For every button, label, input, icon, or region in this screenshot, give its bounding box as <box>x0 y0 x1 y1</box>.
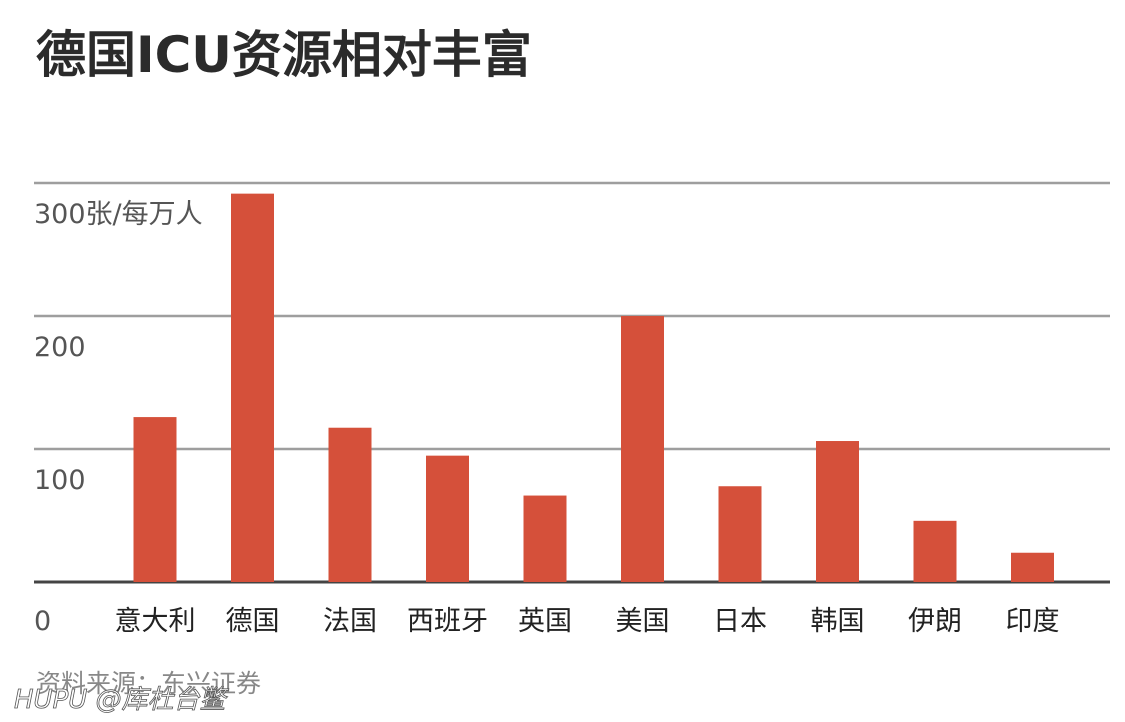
y-tick-label: 300张/每万人 <box>34 199 203 230</box>
bar-伊朗 <box>913 520 957 582</box>
y-tick-label: 200 <box>34 332 86 363</box>
bar-韩国 <box>816 441 859 582</box>
x-tick-label: 西班牙 <box>407 606 488 637</box>
source-note: 资料来源：东兴证券 <box>36 669 261 698</box>
bar-西班牙 <box>426 455 469 582</box>
x-tick-label: 印度 <box>1006 606 1060 637</box>
x-tick-label: 法国 <box>323 606 377 637</box>
y-tick-labels: 300张/每万人 200 100 0 <box>34 199 203 637</box>
bars <box>133 193 1054 582</box>
bar-法国 <box>328 427 372 582</box>
y-tick-label: 0 <box>34 606 51 637</box>
bar-意大利 <box>133 417 177 582</box>
x-tick-label: 日本 <box>713 606 767 637</box>
y-tick-label: 100 <box>34 465 86 496</box>
watermark: HUPU @库杜台鳖 <box>14 685 230 715</box>
bar-美国 <box>621 316 664 582</box>
x-tick-label: 德国 <box>226 606 280 637</box>
x-tick-label: 美国 <box>616 606 670 637</box>
chart-title: 德国ICU资源相对丰富 <box>36 26 532 84</box>
x-tick-label: 意大利 <box>115 606 196 637</box>
bar-日本 <box>718 486 762 582</box>
x-tick-label: 英国 <box>518 606 572 637</box>
bar-德国 <box>231 193 274 582</box>
bar-英国 <box>523 495 567 582</box>
bar-印度 <box>1011 552 1054 582</box>
x-tick-label: 韩国 <box>811 606 865 637</box>
x-tick-label: 伊朗 <box>908 606 962 637</box>
x-tick-labels: 意大利 德国 法国 西班牙 英国 美国 日本 韩国 伊朗 印度 <box>115 606 1060 637</box>
